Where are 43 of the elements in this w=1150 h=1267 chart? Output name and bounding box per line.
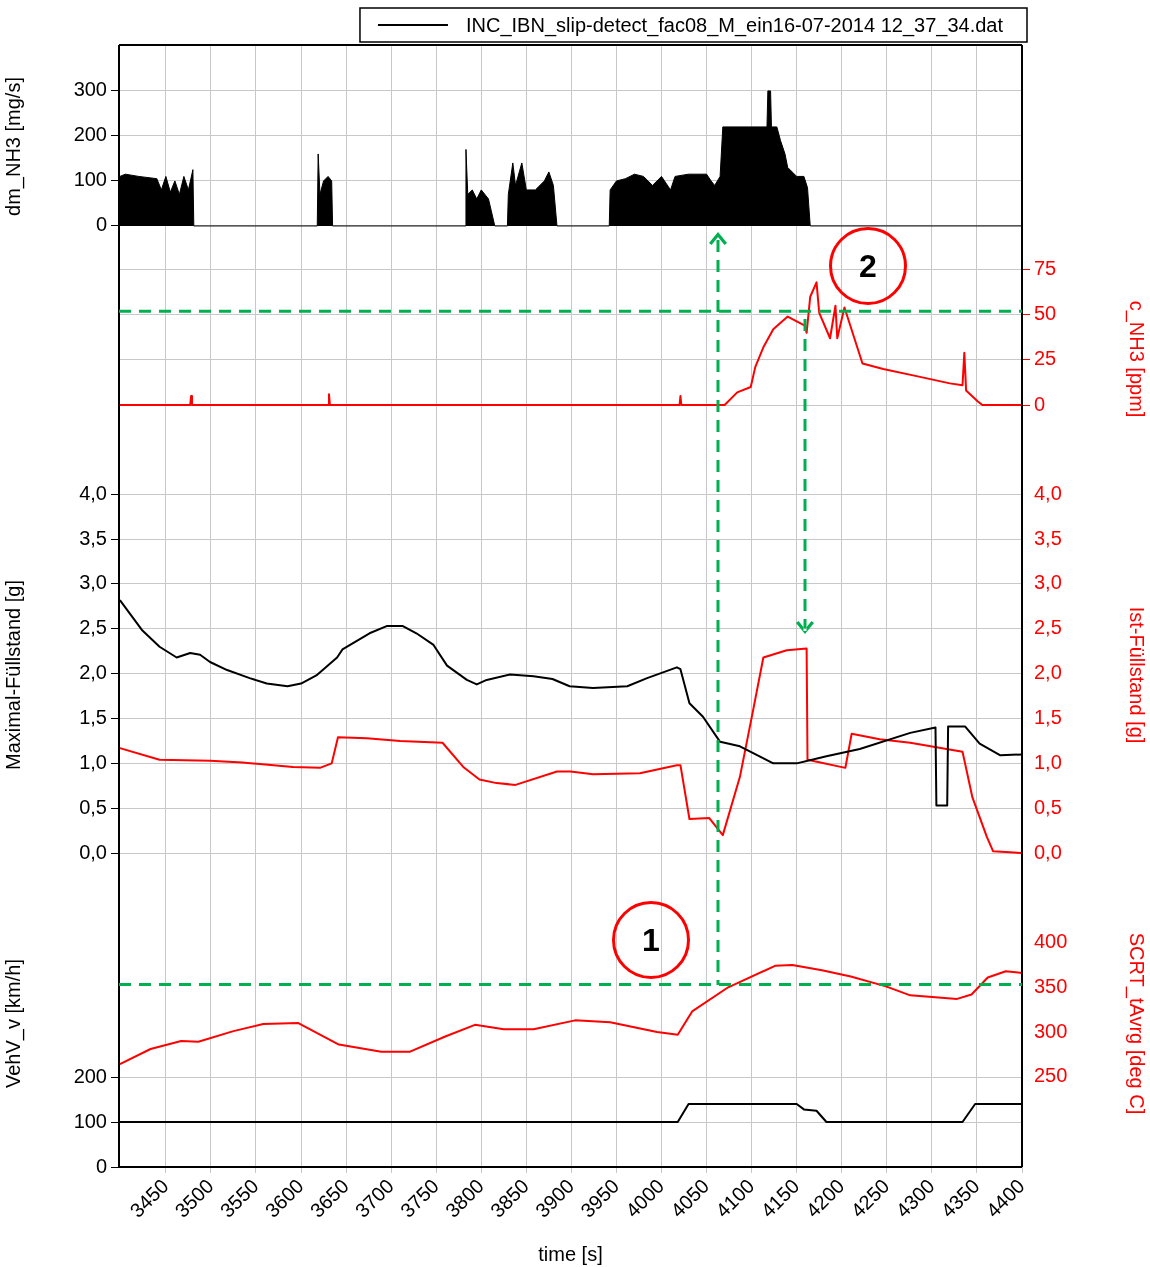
y2-tick-label: 400 — [1034, 930, 1068, 953]
y2-tick-label: 50 — [1034, 302, 1057, 325]
y2-tick-label: 1,0 — [1034, 750, 1062, 773]
x-axis-title: time [s] — [538, 1242, 603, 1265]
y-tick-label: 100 — [73, 168, 107, 191]
y2-tick-label: 3,0 — [1034, 571, 1062, 594]
circle-outline: 2 — [829, 227, 907, 305]
y-tick-label: 100 — [73, 1109, 107, 1132]
y2-tick-label: 75 — [1034, 257, 1057, 280]
y-axis-title: VehV_v [km/h] — [1, 959, 25, 1088]
y2-tick-label: 4,0 — [1034, 481, 1062, 504]
y-tick-label: 200 — [73, 123, 107, 146]
y-tick-label: 3,5 — [79, 526, 107, 549]
y-tick-label: 200 — [73, 1064, 107, 1087]
y2-tick-label: 0,5 — [1034, 795, 1062, 818]
y2-tick-label: 25 — [1034, 347, 1057, 370]
y2-tick-label: 0,0 — [1034, 840, 1062, 863]
y-tick-label: 2,5 — [79, 616, 107, 639]
y-tick-label: 1,0 — [79, 750, 107, 773]
y2-tick-label: 250 — [1034, 1064, 1068, 1087]
y-tick-label: 2,0 — [79, 661, 107, 684]
y-tick-label: 0,5 — [79, 795, 107, 818]
y-tick-label: 0,0 — [79, 840, 107, 863]
y-tick-label: 3,0 — [79, 571, 107, 594]
y2-tick-label: 0 — [1034, 392, 1046, 415]
y2-tick-label: 300 — [1034, 1019, 1068, 1042]
legend-label: INC_IBN_slip-detect_fac08_M_ein16-07-2014 12_37_34.dat — [465, 13, 1004, 37]
y2-axis-title: c_NH3 [ppm] — [1125, 300, 1149, 418]
y2-tick-label: 3,5 — [1034, 526, 1062, 549]
y2-tick-label: 350 — [1034, 974, 1068, 997]
y2-tick-label: 2,5 — [1034, 616, 1062, 639]
y-tick-label: 0 — [95, 213, 107, 236]
y-tick-label: 4,0 — [79, 481, 107, 504]
y2-axis-title: Ist-Füllstand [g] — [1126, 606, 1149, 744]
y2-tick-label: 2,0 — [1034, 661, 1062, 684]
y-tick-label: 0 — [95, 1154, 107, 1177]
y-axis-title: Maximal-Füllstand [g] — [1, 579, 24, 771]
circle-outline: 1 — [612, 901, 690, 979]
y-tick-label: 1,5 — [79, 706, 107, 729]
y-tick-label: 300 — [73, 78, 107, 101]
y2-tick-label: 1,5 — [1034, 706, 1062, 729]
y2-axis-title: SCRT_tAvrg [deg C] — [1125, 932, 1149, 1115]
y-axis-title: dm_NH3 [mg/s] — [1, 77, 25, 216]
